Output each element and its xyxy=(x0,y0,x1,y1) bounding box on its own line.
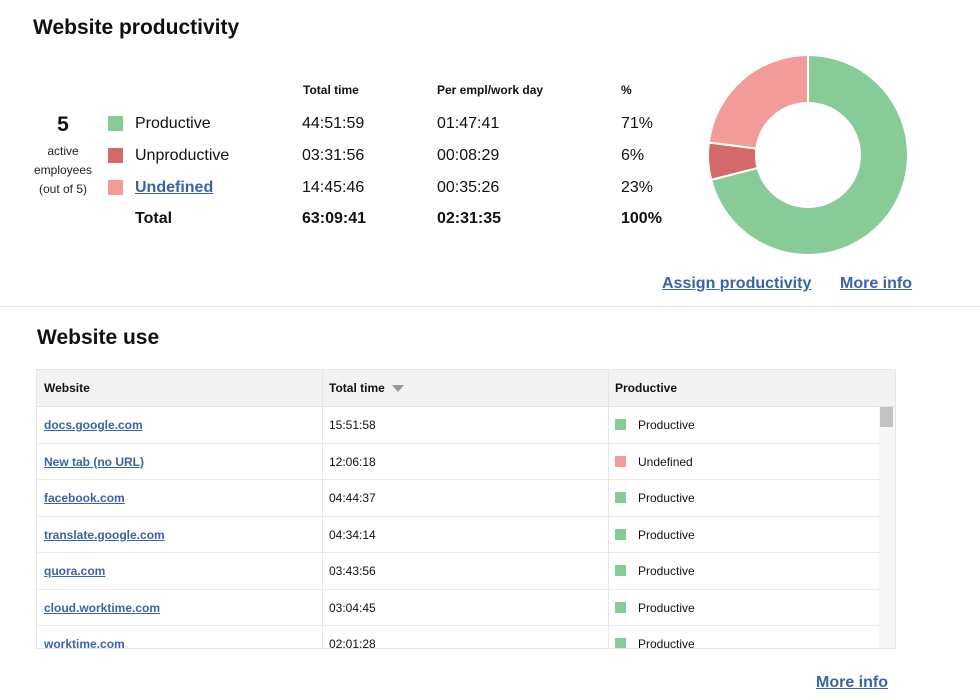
productivity-more-info-link[interactable]: More info xyxy=(840,275,912,292)
productive-percent: 71% xyxy=(621,115,654,132)
caption-line-3: (out of 5) xyxy=(38,182,88,196)
total-label: Total xyxy=(135,210,173,227)
productive-per-day: 01:47:41 xyxy=(437,115,500,132)
website-use-more-info-link[interactable]: More info xyxy=(816,674,888,691)
website-link[interactable]: worktime.com xyxy=(44,637,125,649)
table-row: translate.google.com 04:34:14 Productive xyxy=(37,517,895,553)
productivity-status: Productive xyxy=(638,418,695,432)
undefined-swatch xyxy=(108,180,123,195)
website-link[interactable]: translate.google.com xyxy=(44,527,165,542)
assign-productivity-link[interactable]: Assign productivity xyxy=(662,275,812,292)
total-per-day: 02:31:35 xyxy=(437,210,502,227)
website-total-time: 03:04:45 xyxy=(329,600,376,615)
active-employee-count: 5 xyxy=(57,113,69,136)
website-use-title: Website use xyxy=(37,326,160,349)
productivity-status-swatch xyxy=(615,492,626,503)
productivity-status-swatch xyxy=(615,528,626,540)
unproductive-per-day: 00:08:29 xyxy=(437,147,500,164)
table-row: New tab (no URL) 12:06:18 Undefined xyxy=(37,444,895,480)
website-use-table: Website Total time Productive docs.googl… xyxy=(36,369,896,649)
website-total-time: 03:43:56 xyxy=(329,564,376,578)
section-divider xyxy=(0,306,980,307)
productivity-status: Productive xyxy=(638,564,695,578)
unproductive-percent: 6% xyxy=(621,147,645,164)
undefined-per-day: 00:35:26 xyxy=(437,179,500,196)
scrollbar-thumb[interactable] xyxy=(880,407,893,427)
total-time: 63:09:41 xyxy=(302,210,367,227)
donut-slice-productive xyxy=(709,53,909,256)
table-row: docs.google.com 15:51:58 Productive xyxy=(37,407,895,444)
column-total-time-label: Total time xyxy=(329,381,385,395)
active-employees-caption: active employees (out of 5) xyxy=(23,142,103,199)
table-row: quora.com 03:43:56 Productive xyxy=(37,553,895,590)
column-divider xyxy=(608,370,609,648)
table-header: Website Total time Productive xyxy=(37,370,895,407)
productivity-status-swatch xyxy=(615,455,626,467)
category-productive: Productive xyxy=(135,115,211,132)
website-total-time: 02:01:28 xyxy=(329,637,376,649)
website-link[interactable]: New tab (no URL) xyxy=(44,454,144,469)
productivity-donut-chart xyxy=(707,53,909,256)
header-per-empl: Per empl/work day xyxy=(437,83,544,97)
website-link[interactable]: cloud.worktime.com xyxy=(44,600,161,615)
productivity-title: Website productivity xyxy=(33,16,240,39)
undefined-total-time: 14:45:46 xyxy=(302,179,365,196)
table-scrollbar[interactable] xyxy=(879,407,895,648)
category-undefined-link[interactable]: Undefined xyxy=(135,179,214,196)
column-productive[interactable]: Productive xyxy=(615,381,678,395)
table-row: facebook.com 04:44:37 Productive xyxy=(37,480,895,517)
productivity-status-swatch xyxy=(615,601,626,613)
website-link[interactable]: facebook.com xyxy=(44,491,125,505)
header-percent: % xyxy=(621,83,632,97)
website-total-time: 15:51:58 xyxy=(329,418,376,432)
website-link[interactable]: docs.google.com xyxy=(44,418,143,432)
productive-total-time: 44:51:59 xyxy=(302,115,365,132)
table-row: worktime.com 02:01:28 Productive xyxy=(37,626,895,649)
website-total-time: 04:34:14 xyxy=(329,527,376,542)
productivity-status-swatch xyxy=(615,638,626,648)
productivity-status: Productive xyxy=(638,600,695,615)
website-total-time: 04:44:37 xyxy=(329,491,376,505)
caption-line-2: employees xyxy=(33,163,93,177)
productive-swatch xyxy=(108,116,123,131)
caption-line-1: active xyxy=(47,144,79,158)
header-total-time: Total time xyxy=(303,83,359,97)
unproductive-swatch xyxy=(108,148,123,163)
website-link[interactable]: quora.com xyxy=(44,564,106,578)
productivity-status: Undefined xyxy=(638,454,693,469)
column-total-time[interactable]: Total time xyxy=(329,381,404,395)
total-percent: 100% xyxy=(621,210,662,227)
donut-slice-undefined xyxy=(707,53,809,150)
undefined-percent: 23% xyxy=(621,179,654,196)
website-total-time: 12:06:18 xyxy=(329,454,376,469)
productivity-status: Productive xyxy=(638,491,695,505)
column-divider xyxy=(322,370,323,648)
productivity-status-swatch xyxy=(615,565,626,576)
unproductive-total-time: 03:31:56 xyxy=(302,147,365,164)
column-website[interactable]: Website xyxy=(44,381,90,395)
category-unproductive: Unproductive xyxy=(135,147,230,164)
productivity-status-swatch xyxy=(615,419,626,430)
sort-descending-icon xyxy=(391,385,404,393)
table-body: docs.google.com 15:51:58 Productive New tab… xyxy=(37,407,895,649)
table-row: cloud.worktime.com 03:04:45 Productive xyxy=(37,590,895,626)
productivity-status: Productive xyxy=(638,637,695,649)
productivity-status: Productive xyxy=(638,527,695,542)
